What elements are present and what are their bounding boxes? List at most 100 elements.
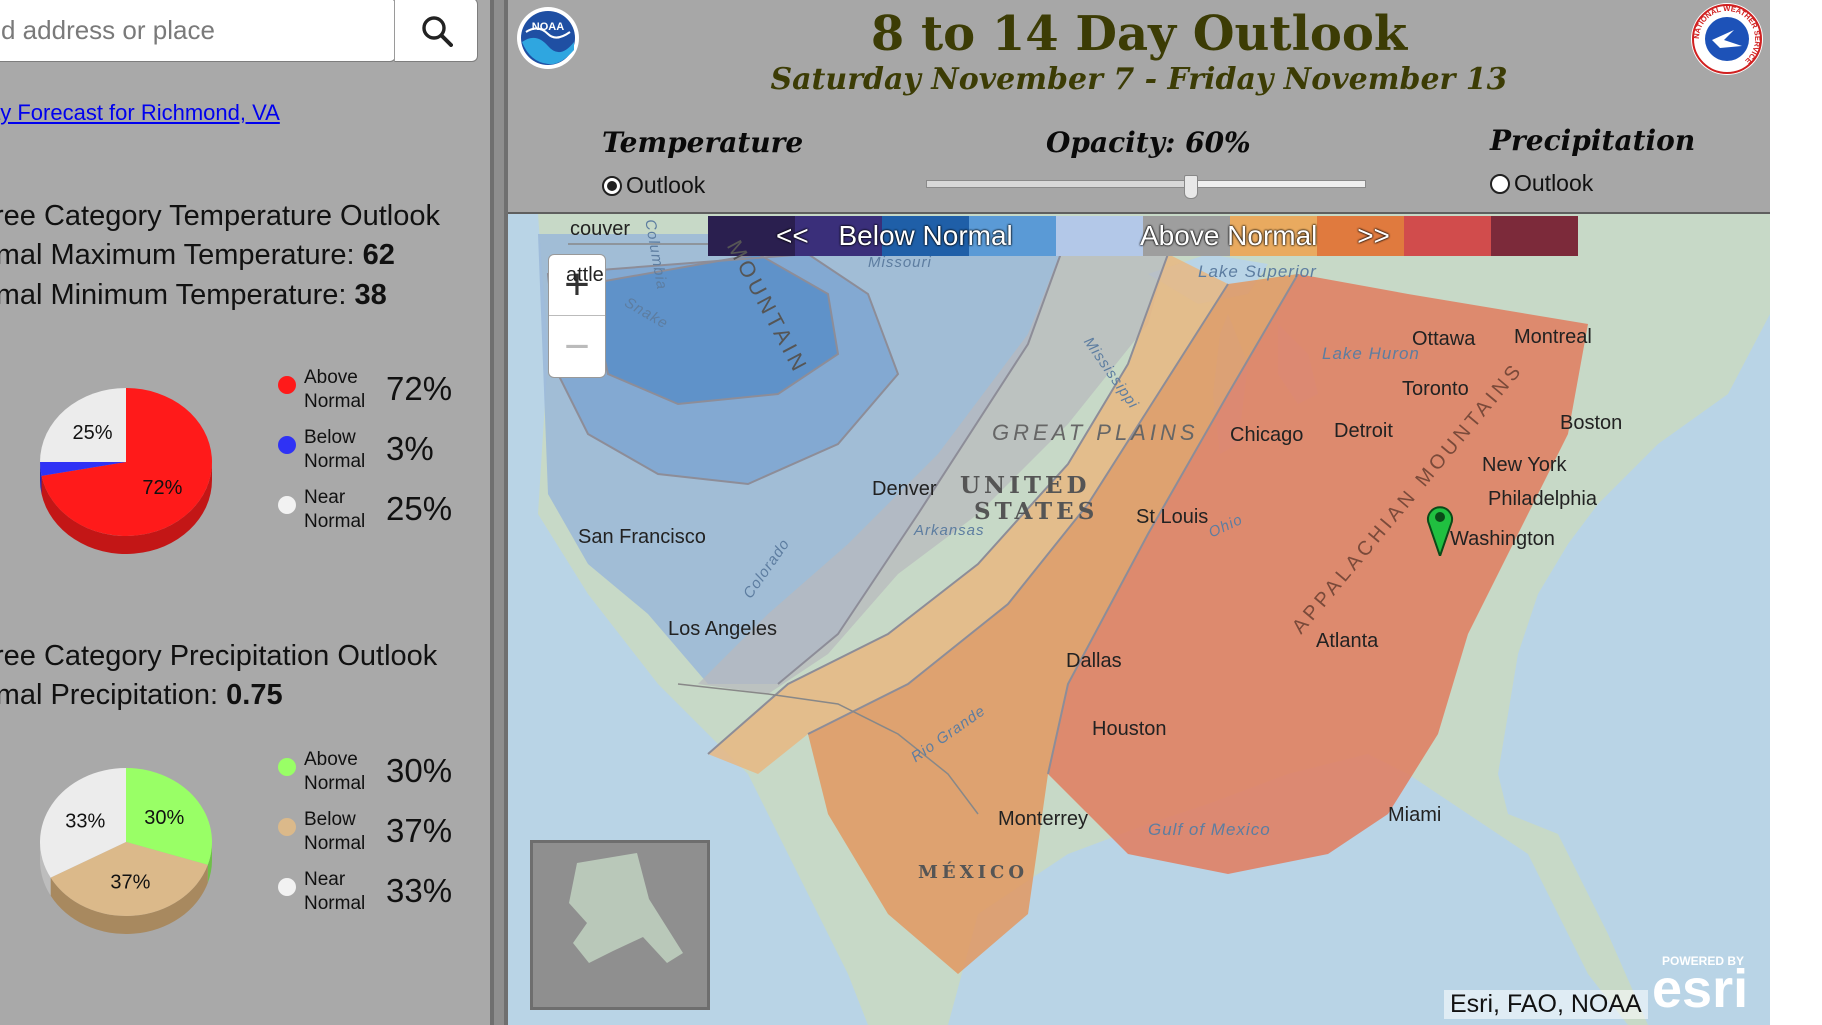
legend-swatch [969,216,1056,256]
legend-swatch [1317,216,1404,256]
nws-logo-icon[interactable]: NATIONAL WEATHER SERVICE [1690,2,1764,76]
precip-pie-chart: 30% 37% 33% [40,768,260,983]
city-denver: Denver [872,478,937,500]
precip-legend-label: Above Normal [304,749,366,794]
precip-legend-percent: 37% [386,812,453,849]
precip-legend-label: Near Normal [304,869,366,914]
city-chicago: Chicago [1230,424,1304,446]
panel-splitter[interactable] [490,0,508,1025]
city-detroit: Detroit [1334,420,1393,442]
precip-legend-percent: 30% [386,752,453,789]
outlook-above-mid [808,274,1298,974]
temp-pie-chart: 72% 25% [40,388,260,603]
forecast-link[interactable]: ay Forecast for Richmond, VA [0,100,280,125]
esri-logo[interactable]: POWERED BY esri [1652,954,1770,1024]
temp-pie-slice-above-normal [41,388,212,536]
temp-pie-slice-label: 72% [142,477,182,499]
precip-legend-percent: 33% [386,872,453,909]
opacity-slider-thumb[interactable] [1184,175,1198,199]
city-ottawa: Ottawa [1412,328,1476,350]
precipitation-label: Precipitation [1490,124,1696,157]
temp-legend-percent: 3% [386,430,434,467]
precip-legend-item: Below Normal 37% [278,808,488,860]
alaska-inset-map[interactable] [530,840,710,1010]
precip-pie-slice-label: 33% [65,810,105,832]
city-vancouver: couver [570,218,631,240]
precipitation-outlook-label: Outlook [1514,170,1594,196]
city-houston: Houston [1092,718,1167,740]
temperature-outlook-radio[interactable] [602,176,622,196]
noaa-logo-icon[interactable]: NOAA [516,6,580,70]
legend-swatch [882,216,969,256]
location-marker-icon[interactable] [1426,502,1454,556]
temp-pie-slice-side [40,462,42,494]
alaska-icon [533,843,707,1007]
opacity-label: Opacity: 60% [1046,126,1251,159]
precipitation-outlook-radio[interactable] [1490,174,1510,194]
temp-pie-slice-below-normal [40,462,126,476]
city-dallas: Dallas [1066,650,1122,672]
outlook-above-light [708,254,1228,774]
normal-min-label: rmal Minimum Temperature: [0,279,355,311]
city-miami: Miami [1388,804,1442,826]
legend-swatch [1056,216,1143,256]
precip-legend-dot [278,878,296,896]
precip-pie-slice-label: 37% [110,872,150,894]
esri-wordmark: esri [1652,959,1749,1019]
temp-legend-dot [278,376,296,394]
legend-swatch [795,216,882,256]
precip-pie-slice-below-normal [50,842,208,916]
normal-precip-label: rmal Precipitation: [0,679,227,711]
legend-above-text: Above Normal [1140,220,1318,251]
precip-outlook-heading: ree Category Precipitation Outlook [0,640,438,672]
feature-lake-superior: Lake Superior [1198,262,1317,281]
legend-below-text: Below Normal [838,220,1013,251]
precip-legend-dot [278,758,296,776]
temp-outlook-heading: ree Category Temperature Outlook [0,200,440,232]
temperature-label: Temperature [602,126,804,159]
search-input[interactable] [1,0,371,61]
temp-pie-slice-near-normal [40,388,126,462]
city-toronto: Toronto [1402,378,1469,400]
normal-min-temp: rmal Minimum Temperature: 38 [0,279,387,312]
temp-legend-percent: 72% [386,370,453,407]
feature-lake-huron: Lake Huron [1322,344,1420,363]
temperature-outlook-option[interactable]: Outlook [602,172,705,199]
outlook-legend-bar [708,216,1578,256]
feature-gulf-of-mexico: Gulf of Mexico [1148,820,1271,839]
outlook-map[interactable]: << Below Normal Above Normal >> + − couv… [508,214,1770,1025]
info-panel: ay Forecast for Richmond, VA ree Categor… [0,0,496,1025]
normal-max-temp: rmal Maximum Temperature: 62 [0,239,395,272]
opacity-slider-fill [927,181,1191,187]
temp-legend-item: Below Normal 3% [278,426,488,478]
zoom-control: + − [548,254,606,378]
map-canvas[interactable] [508,214,1770,1025]
city-st-louis: St Louis [1136,506,1209,528]
outlook-title: 8 to 14 Day Outlook [870,6,1408,62]
zoom-out-button[interactable]: − [564,322,590,371]
legend-below-normal: << Below Normal [776,216,1013,256]
temp-legend-item: Above Normal 72% [278,366,488,418]
legend-above-arrows[interactable]: >> [1357,220,1390,251]
normal-max-label: rmal Maximum Temperature: [0,239,363,271]
temp-legend-percent: 25% [386,490,453,527]
normal-precip-value: 0.75 [226,679,283,711]
feature-arkansas-river: Arkansas [914,522,985,539]
outlook-panel: NOAA 8 to 14 Day Outlook Saturday Novemb… [508,0,1770,1025]
legend-below-arrows[interactable]: << [776,220,809,251]
zoom-in-button[interactable]: + [549,255,605,316]
city-monterrey: Monterrey [998,808,1089,830]
city-washington: Washington [1450,528,1555,550]
city-boston: Boston [1560,412,1623,434]
precip-pie-slice-above-normal [126,768,212,865]
pacific-ocean [508,214,868,1025]
opacity-slider[interactable] [916,175,1370,199]
svg-text:NOAA: NOAA [532,21,564,33]
feature-great-plains: GREAT PLAINS [992,420,1199,445]
precip-pie-slice-label: 30% [144,807,184,829]
atlantic-ocean [1498,314,1770,1025]
feature-missouri-river: Missouri [868,254,932,271]
search-button[interactable] [394,0,478,62]
opacity-slider-track[interactable] [926,175,1366,199]
precipitation-outlook-option[interactable]: Outlook [1490,170,1593,197]
